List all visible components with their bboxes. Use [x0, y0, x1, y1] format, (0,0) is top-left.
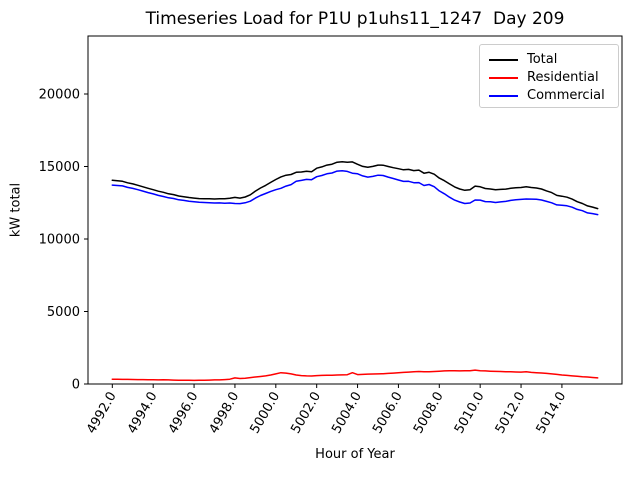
legend-label-residential: Residential: [527, 70, 599, 85]
x-axis-label: Hour of Year: [315, 447, 395, 462]
x-tick-label: 4994.0: [125, 390, 161, 437]
x-tick-label: 5014.0: [534, 390, 570, 437]
y-axis-ticks: 0 5000 10000 15000 20000: [39, 88, 88, 393]
x-tick-label: 4996.0: [166, 390, 202, 437]
series-line-commercial: [111, 170, 599, 216]
y-axis-label: kW total: [8, 182, 24, 238]
legend-item-commercial: Commercial: [489, 87, 609, 105]
x-tick-label: 5004.0: [329, 390, 365, 437]
legend-item-residential: Residential: [489, 69, 609, 87]
y-tick-label: 10000: [39, 233, 80, 248]
x-tick-label: 5000.0: [248, 390, 284, 437]
legend-label-commercial: Commercial: [527, 88, 605, 103]
legend-line-sample-total: [489, 59, 518, 61]
axes-frame: [87, 35, 623, 385]
legend-item-total: Total: [489, 51, 609, 69]
y-tick-label: 5000: [47, 305, 80, 320]
y-tick-label: 0: [72, 378, 80, 393]
legend-line-sample-residential: [489, 77, 518, 79]
x-axis-ticks: 4992.0 4994.0 4996.0 4998.0 5000.0 5002.0 5004…: [84, 384, 569, 436]
y-tick-label: 15000: [39, 160, 80, 175]
legend-line-sample-commercial: [489, 95, 518, 97]
y-tick-label: 20000: [39, 88, 80, 103]
x-tick-label: 5012.0: [493, 390, 529, 437]
chart-title: Timeseries Load for P1U p1uhs11_1247 Day…: [145, 9, 565, 29]
legend-label-total: Total: [527, 52, 558, 67]
series-line-total: [111, 160, 599, 210]
x-tick-label: 4992.0: [84, 390, 120, 437]
x-tick-label: 4998.0: [207, 390, 243, 437]
series-line-residential: [111, 369, 599, 382]
x-tick-label: 5002.0: [288, 390, 324, 437]
x-tick-label: 5006.0: [370, 390, 406, 437]
x-tick-label: 5008.0: [411, 390, 447, 437]
x-tick-label: 5010.0: [452, 390, 488, 437]
legend: Total Residential Commercial: [479, 44, 619, 108]
